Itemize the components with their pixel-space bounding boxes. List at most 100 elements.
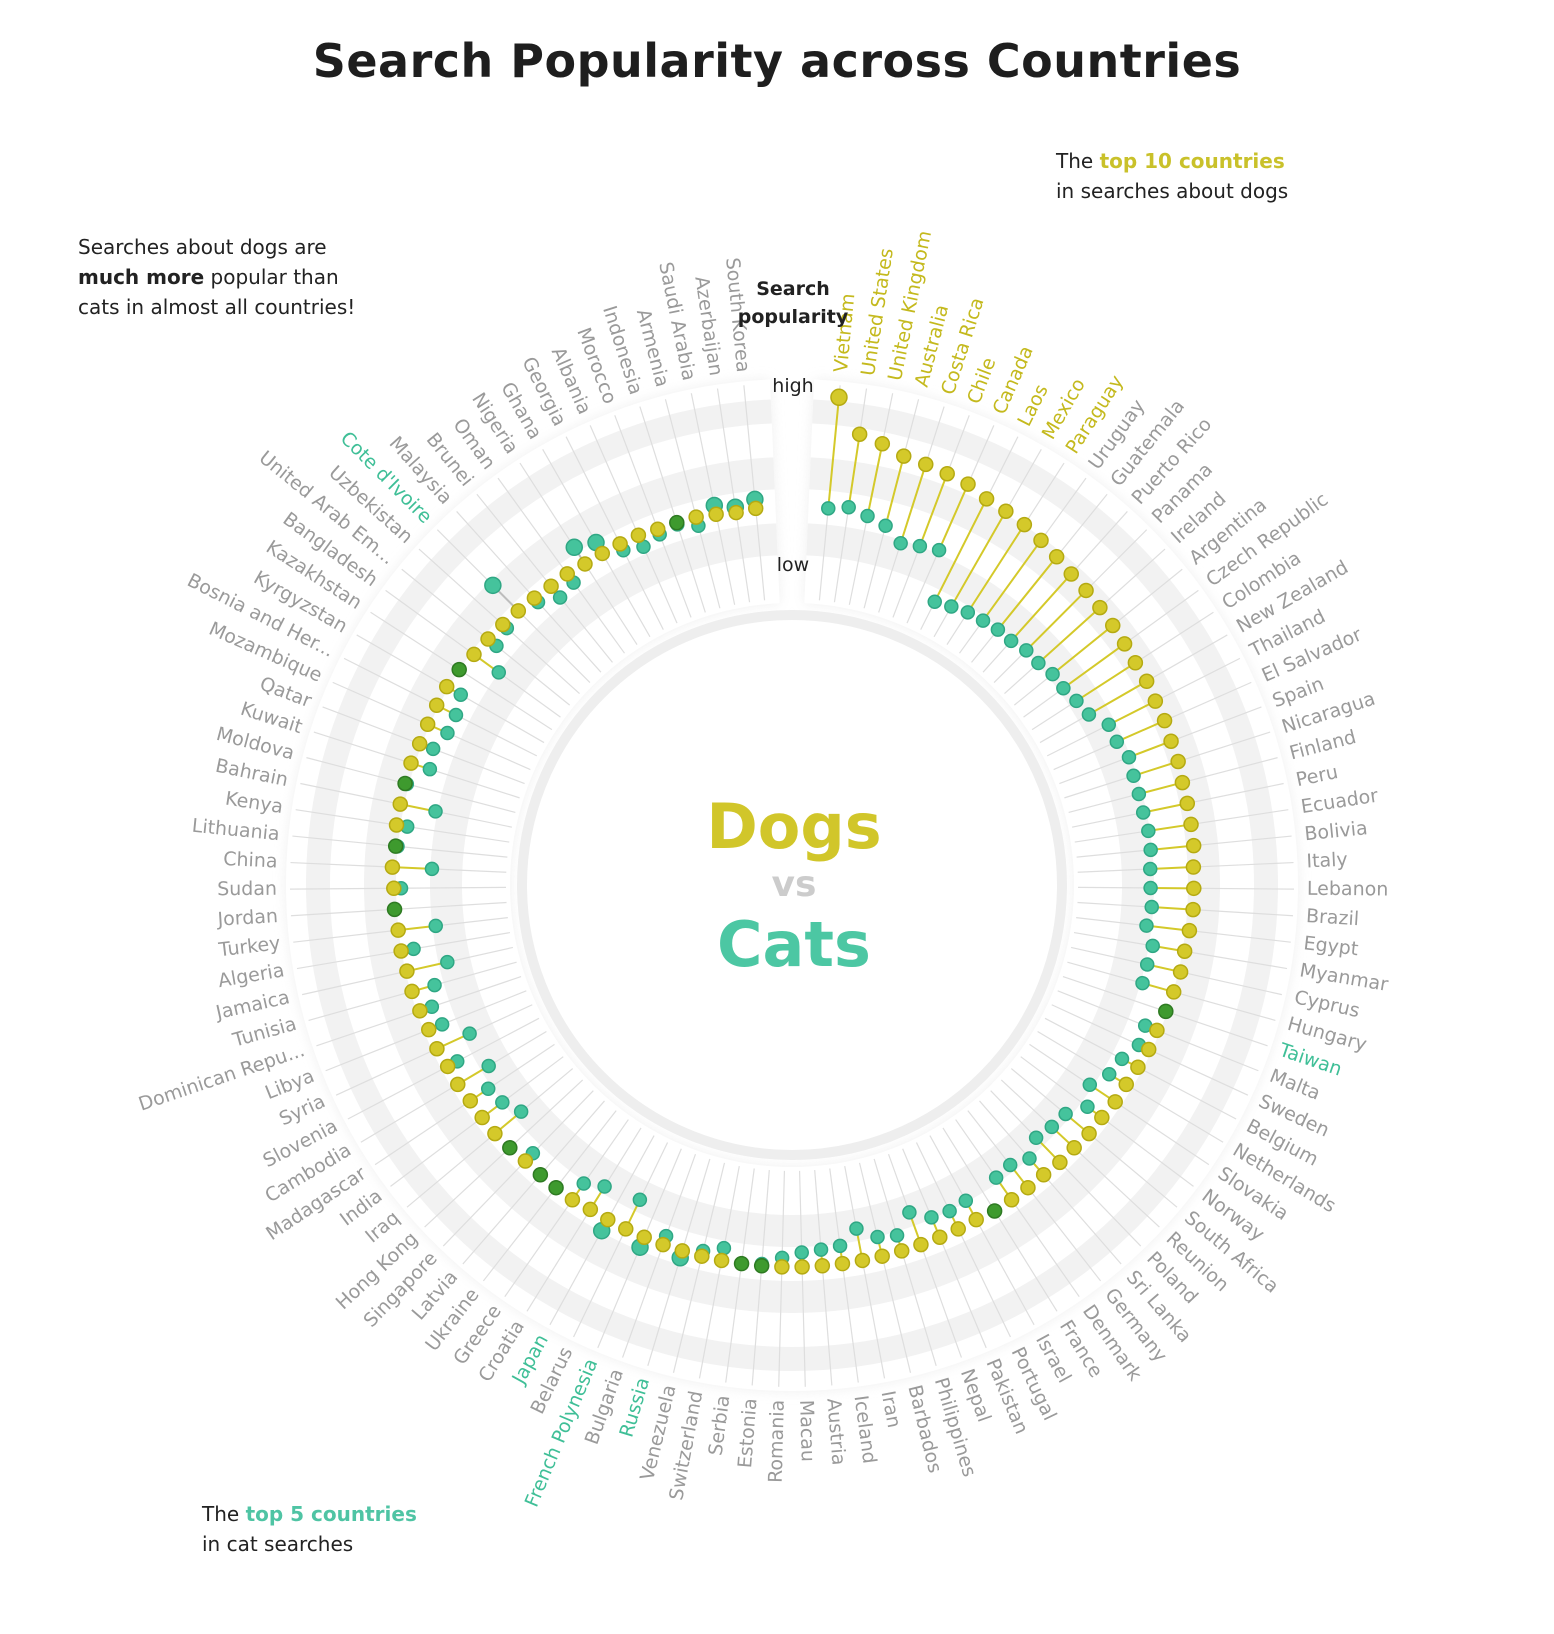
dog-point [387, 838, 404, 854]
cat-point [944, 599, 959, 614]
country-label: Turkey [217, 932, 282, 961]
dog-point [428, 697, 445, 713]
cat-point [870, 1229, 885, 1245]
gridline [476, 493, 613, 663]
lollipop-stem [1051, 624, 1114, 675]
note-bold: much more [78, 265, 205, 289]
dog-point [559, 566, 575, 582]
dog-point [1020, 1179, 1036, 1196]
dog-point [532, 1167, 549, 1183]
cat-point [422, 761, 438, 777]
lollipop-stem [966, 524, 1026, 613]
cat-point [1082, 1077, 1098, 1093]
dog-point [480, 631, 496, 647]
cat-point [1144, 899, 1159, 915]
lollipop-stem [1108, 700, 1156, 726]
country-label: Algeria [216, 959, 285, 992]
dog-point [1116, 636, 1133, 652]
dog-point [403, 755, 419, 771]
lollipop-stem [1025, 589, 1087, 652]
cat-point [1080, 1099, 1095, 1115]
dog-point [895, 448, 912, 464]
note-text: The [202, 1502, 246, 1526]
dog-point [548, 1179, 564, 1196]
gridline [929, 1135, 1035, 1326]
cat-point [1045, 666, 1060, 682]
cat-point [425, 741, 441, 757]
dog-point [384, 859, 401, 875]
lollipop-stem [827, 397, 840, 509]
cat-point [942, 1203, 957, 1219]
dog-point [1107, 1094, 1123, 1110]
gridline [672, 1162, 726, 1373]
cat-point [565, 538, 584, 557]
dog-point [1104, 617, 1121, 634]
dog-point [1127, 655, 1144, 671]
gridline [778, 1170, 786, 1387]
cat-point [1114, 1051, 1130, 1067]
cat-point [878, 518, 893, 534]
cat-point [428, 804, 443, 819]
dog-point [1185, 901, 1201, 918]
dog-point [451, 661, 467, 678]
lollipop-stem [899, 464, 927, 544]
dog-point [1158, 1003, 1174, 1020]
country-label: Sudan [217, 878, 277, 900]
dog-point [421, 1021, 437, 1038]
dog-point [466, 646, 482, 663]
gridline [844, 1165, 886, 1379]
note-line: The top 5 countries [202, 1499, 417, 1529]
cat-point [552, 590, 568, 605]
cat-point [988, 1170, 1004, 1185]
dog-point [1138, 673, 1155, 690]
note-line: in searches about dogs [1056, 179, 1289, 203]
cat-point [495, 1095, 510, 1110]
dog-point [618, 1221, 634, 1237]
lollipop-stem [933, 498, 988, 603]
dog-point [1140, 1041, 1157, 1058]
dog-point [918, 456, 934, 473]
lollipop-stem [1075, 661, 1136, 702]
lollipop-stem [1062, 643, 1126, 690]
note-dogs-popular: Searches about dogs are much more popula… [78, 232, 355, 322]
cat-point [1002, 1157, 1018, 1173]
cat-point [424, 861, 440, 877]
cat-point [960, 605, 976, 620]
dog-point [1003, 1192, 1020, 1208]
lollipop-stem [1116, 719, 1165, 743]
cat-point [440, 725, 455, 741]
dog-point [998, 503, 1014, 520]
gridline [482, 1110, 617, 1282]
dog-point [1183, 816, 1199, 833]
gridline [573, 1142, 669, 1338]
cat-point [1028, 1130, 1044, 1146]
cat-point [821, 501, 836, 516]
dog-point [1016, 516, 1033, 533]
lollipop-stem [997, 556, 1058, 631]
dog-point [526, 590, 543, 606]
cat-point [1131, 786, 1147, 802]
gridline [526, 1127, 642, 1312]
cat-point [958, 1193, 974, 1208]
dog-point [814, 1258, 831, 1274]
lollipop-stem [866, 443, 884, 517]
dog-point [397, 775, 413, 792]
cat-point [813, 1242, 829, 1257]
dog-point [582, 1201, 599, 1218]
dog-point [404, 983, 420, 1000]
dog-point [1163, 733, 1179, 749]
cat-point [1019, 643, 1034, 658]
cat-point [1135, 975, 1150, 991]
cat-point [1044, 1119, 1060, 1135]
cat-point [1126, 768, 1141, 784]
country-label: China [223, 848, 278, 872]
note-highlight: top 5 countries [245, 1502, 417, 1526]
country-label: Bolivia [1303, 817, 1368, 845]
dog-point [630, 527, 647, 543]
dog-point [669, 514, 685, 531]
dog-point [1048, 549, 1065, 565]
dog-point [674, 1243, 691, 1259]
country-label: Italy [1306, 849, 1348, 873]
cat-point [406, 941, 421, 957]
lollipop-stem [938, 483, 969, 551]
